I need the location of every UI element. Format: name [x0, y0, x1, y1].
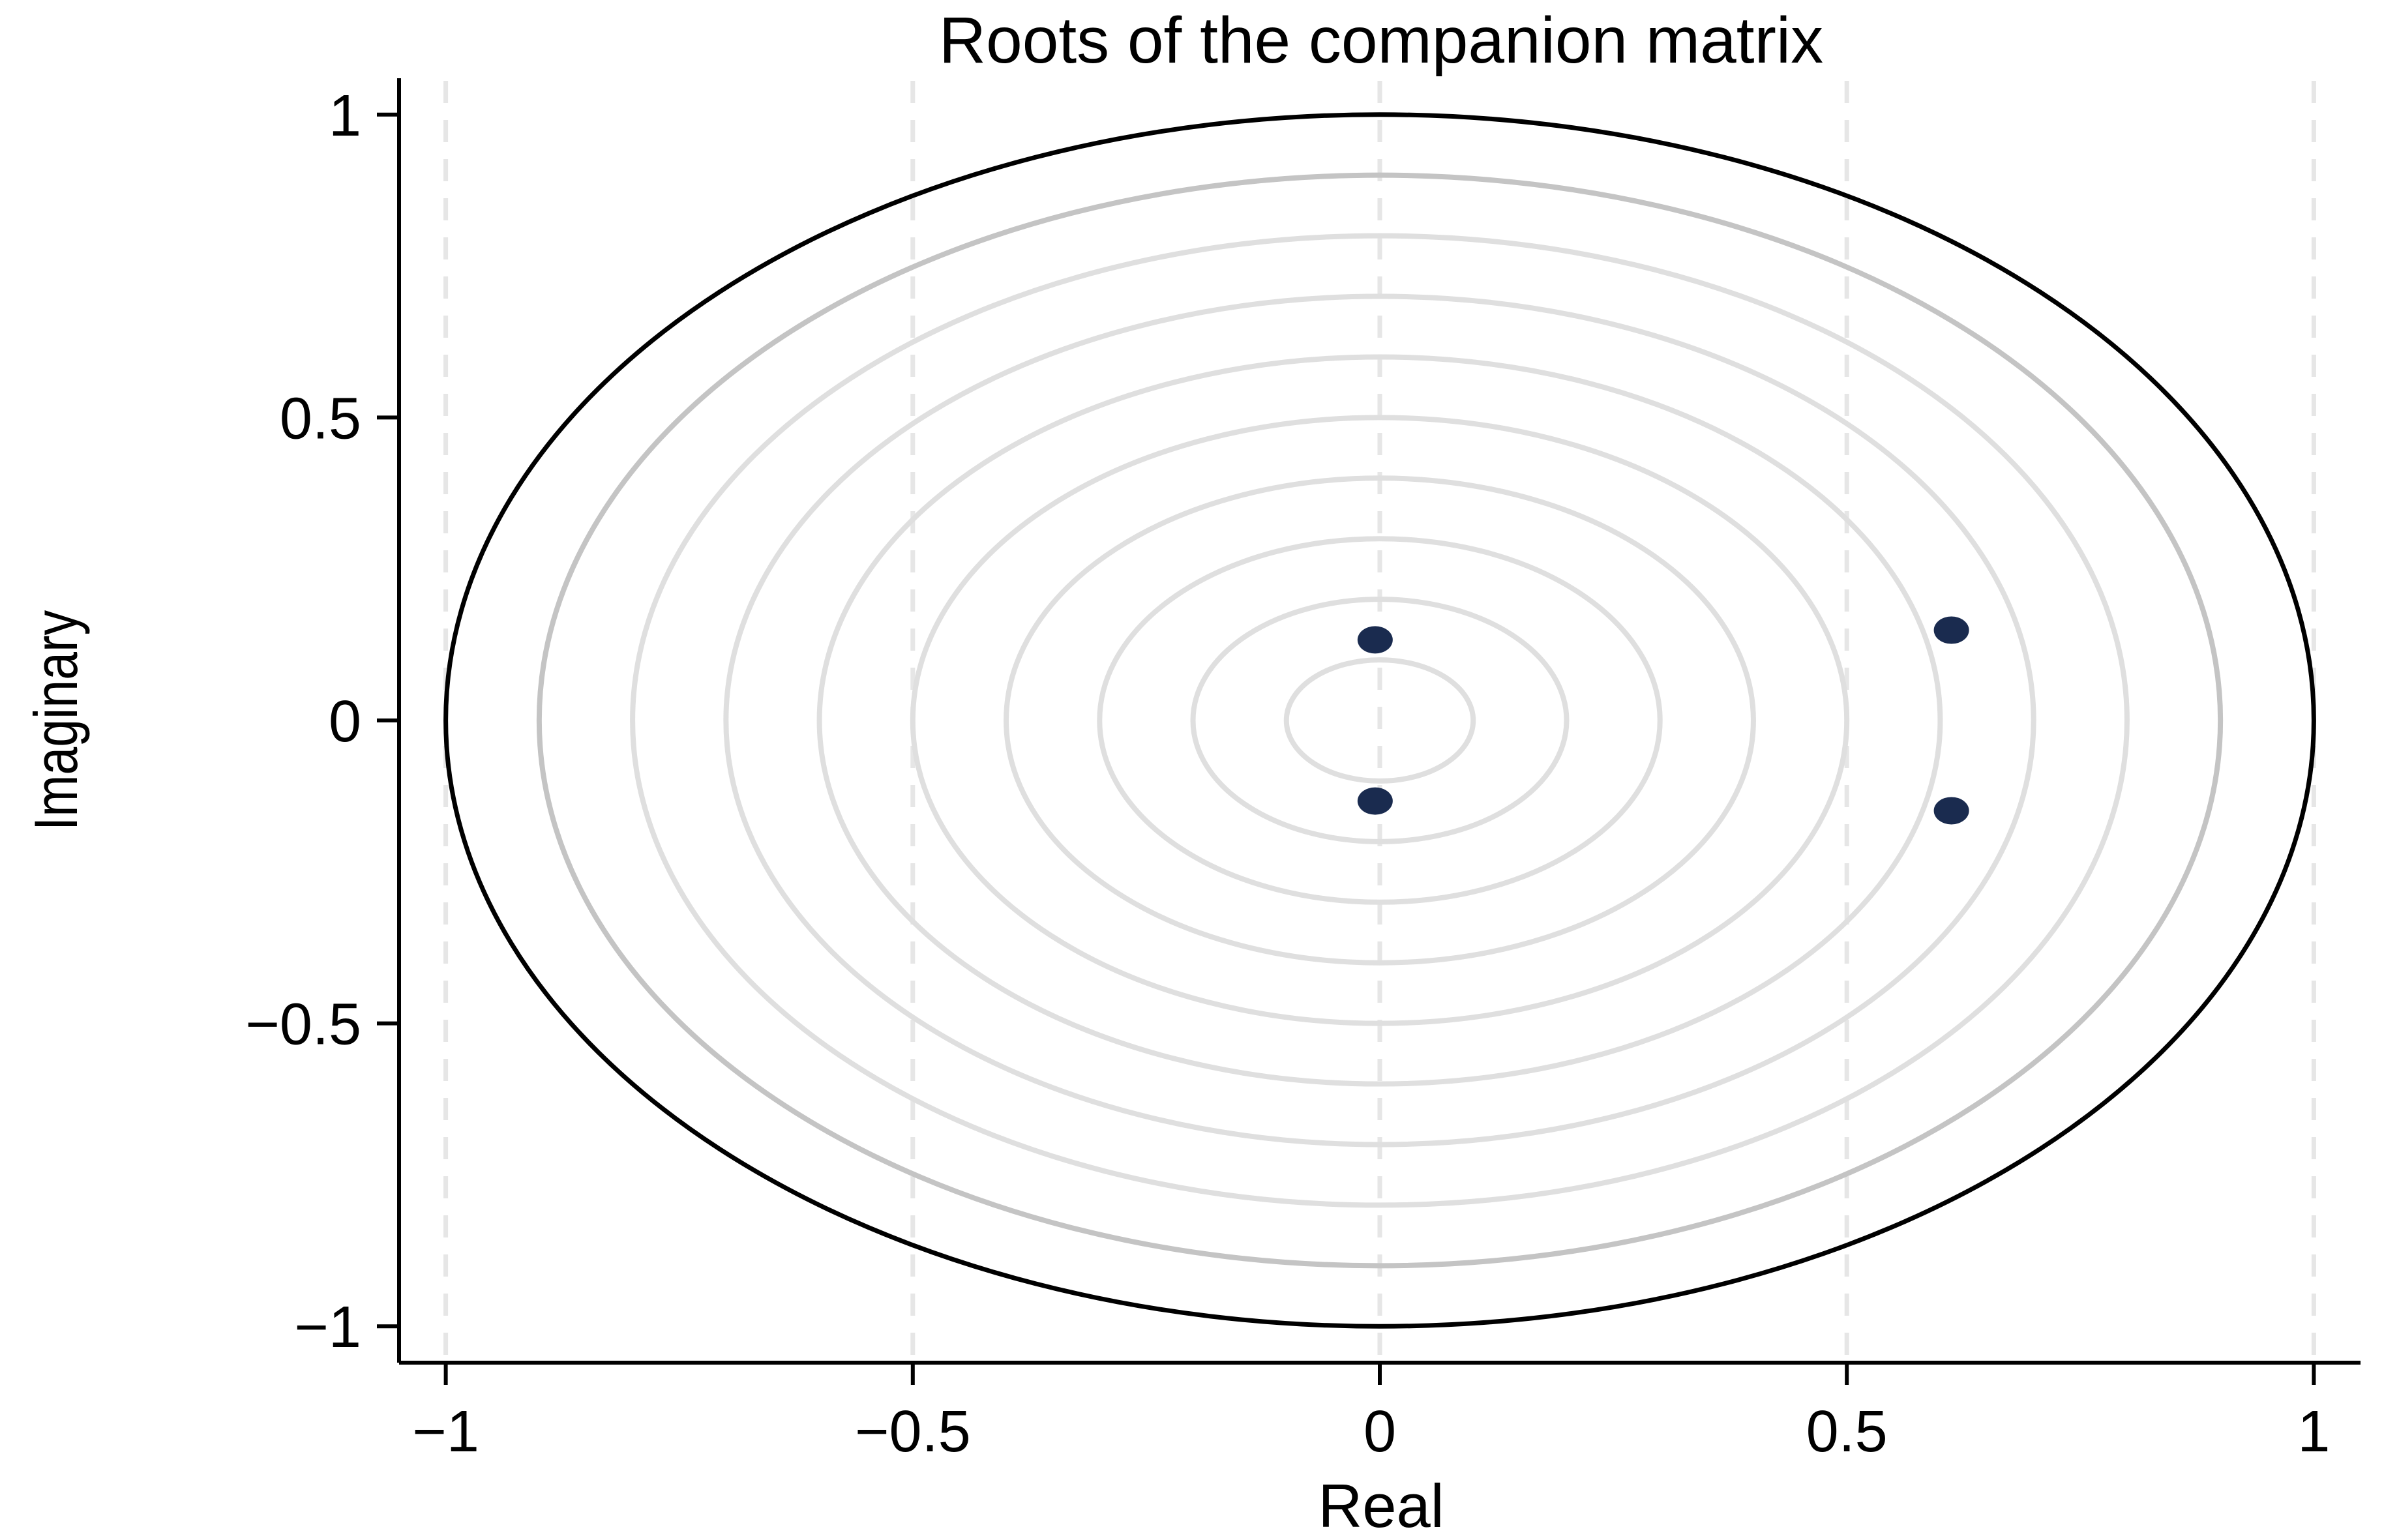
reference-circle-3	[1004, 475, 1756, 966]
y-tick-label-0: −1	[294, 1295, 361, 1360]
reference-circle-9	[443, 112, 2316, 1329]
x-axis-label: Real	[1318, 1472, 1444, 1540]
x-tick-label-1: −0.5	[855, 1399, 971, 1464]
y-tick-label-3: 0.5	[280, 386, 361, 451]
y-axis-label: Imaginary	[22, 610, 91, 831]
y-axis-ticks: −1 −0.5 0 0.5 1	[245, 83, 399, 1360]
y-tick-label-1: −0.5	[245, 992, 361, 1058]
data-point-3	[1933, 797, 1969, 825]
data-point-2	[1933, 616, 1969, 644]
y-tick-label-2: 0	[329, 689, 361, 754]
x-tick-label-2: 0	[1363, 1399, 1396, 1464]
data-point-0	[1357, 626, 1393, 654]
root-points	[1357, 616, 1969, 825]
y-tick-label-4: 1	[329, 83, 361, 149]
chart-title: Roots of the companion matrix	[939, 4, 1823, 77]
reference-circle-6	[723, 293, 2036, 1148]
reference-circle-5	[816, 354, 1943, 1087]
reference-circle-0	[1283, 657, 1476, 784]
x-tick-label-4: 1	[2297, 1399, 2330, 1464]
x-tick-label-0: −1	[412, 1399, 479, 1464]
reference-circles	[443, 112, 2316, 1329]
x-tick-label-3: 0.5	[1806, 1399, 1888, 1464]
reference-circle-2	[1097, 536, 1663, 905]
reference-circle-1	[1190, 597, 1570, 844]
data-point-1	[1357, 787, 1393, 815]
reference-circle-4	[910, 415, 1850, 1026]
reference-circle-7	[630, 233, 2130, 1208]
reference-circle-8	[536, 172, 2224, 1269]
x-axis-ticks: −1 −0.5 0 0.5 1	[412, 1363, 2330, 1464]
